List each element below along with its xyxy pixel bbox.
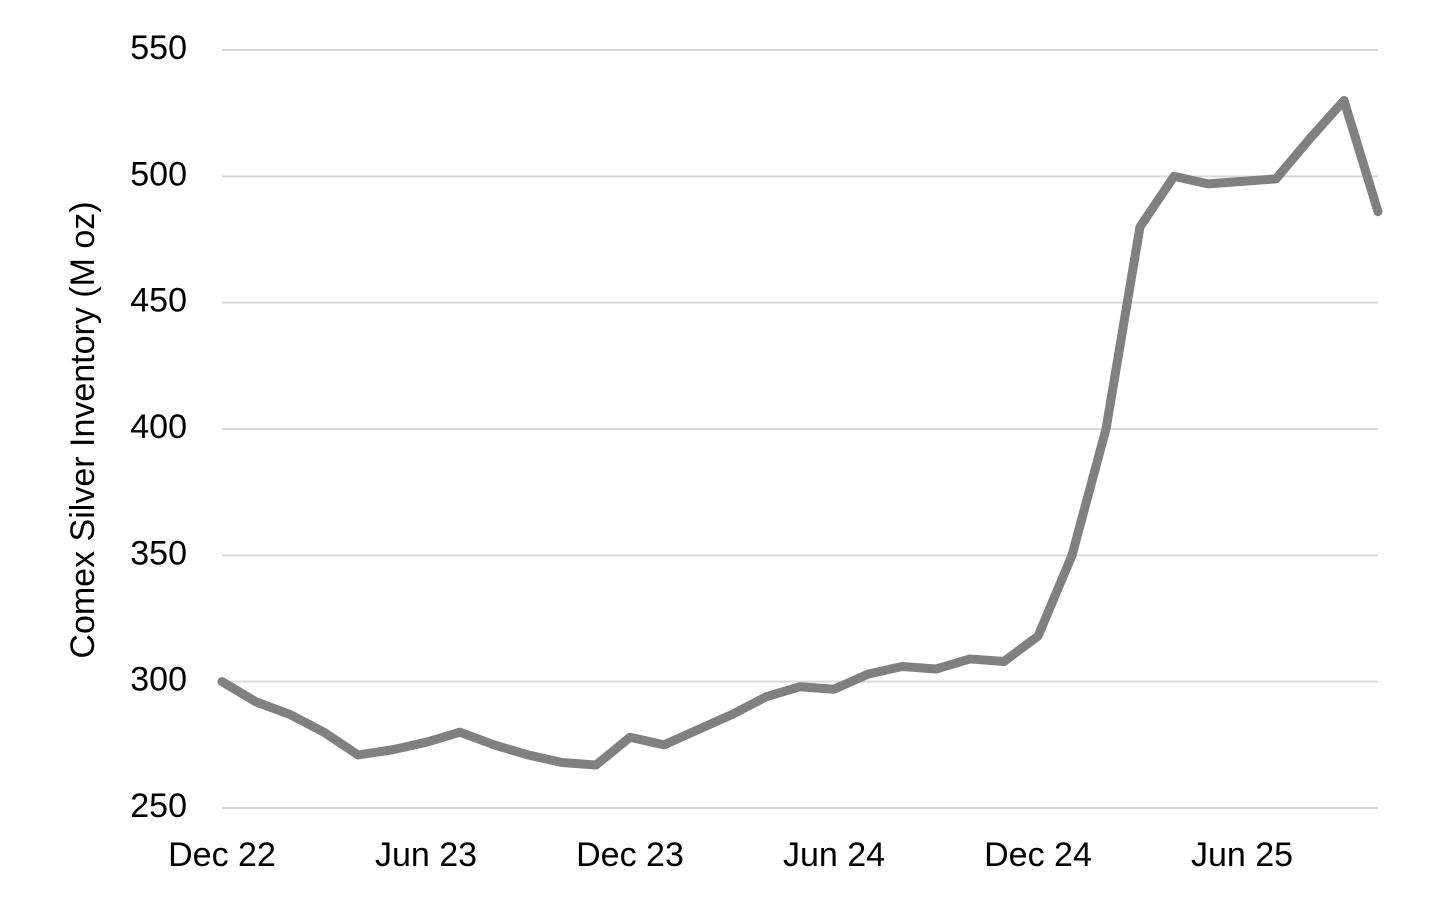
x-tick-label: Jun 23: [375, 836, 477, 874]
x-tick-label: Dec 24: [984, 836, 1092, 874]
y-tick-label: 300: [130, 661, 187, 699]
x-tick-label: Jun 24: [783, 836, 885, 874]
y-tick-label: 350: [130, 534, 187, 572]
x-tick-label: Dec 22: [168, 836, 276, 874]
x-tick-label: Dec 23: [576, 836, 684, 874]
y-axis-label: Comex Silver Inventory (M oz): [64, 201, 102, 658]
y-tick-label: 450: [130, 282, 187, 320]
y-tick-label: 250: [130, 787, 187, 825]
x-tick-label: Jun 25: [1191, 836, 1293, 874]
y-tick-label: 400: [130, 408, 187, 446]
y-tick-label: 550: [130, 29, 187, 67]
y-tick-label: 500: [130, 155, 187, 193]
data-line: [217, 96, 1383, 770]
